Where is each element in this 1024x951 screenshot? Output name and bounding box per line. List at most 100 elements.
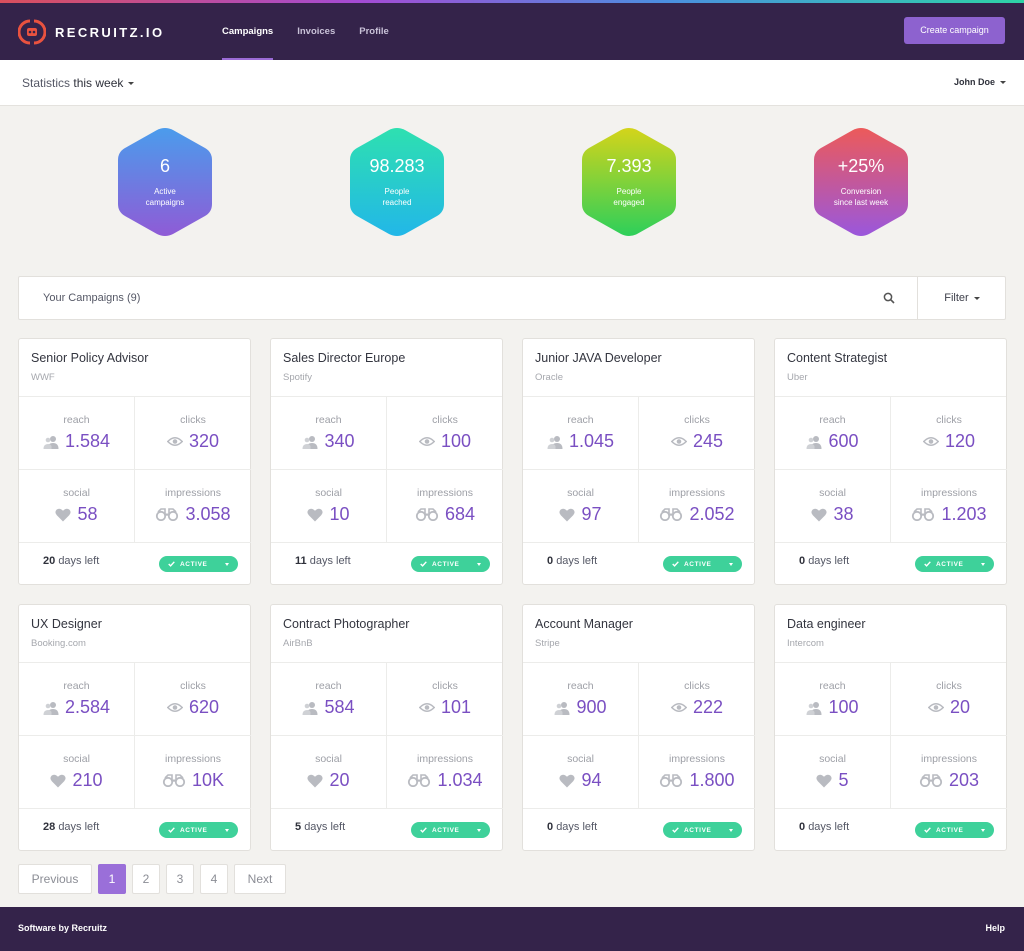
check-icon: [420, 827, 427, 833]
status-badge[interactable]: ACTIVE: [663, 822, 742, 838]
metric-impressions: impressions 1.203: [891, 470, 1007, 543]
campaign-card[interactable]: Data engineer Intercom reach 100 clicks 20 soc…: [774, 604, 1007, 851]
people-icon: [302, 435, 318, 449]
campaign-search-input[interactable]: [43, 277, 863, 319]
metric-impressions: impressions 2.052: [639, 470, 755, 543]
search-icon[interactable]: [883, 292, 895, 304]
metric-label: clicks: [180, 680, 206, 692]
stat-label: Active campaigns: [116, 186, 214, 208]
stat-label-line1: People: [384, 187, 410, 196]
nav-profile[interactable]: Profile: [359, 26, 389, 37]
nav-invoices[interactable]: Invoices: [297, 26, 336, 37]
metric-clicks: clicks 100: [387, 397, 503, 470]
eye-icon: [418, 436, 435, 447]
metric-number: 620: [188, 697, 220, 717]
campaign-company: Booking.com: [31, 638, 86, 649]
status-badge[interactable]: ACTIVE: [663, 556, 742, 572]
days-suffix: days left: [304, 821, 346, 833]
metric-impressions: impressions 1.800: [639, 736, 755, 809]
metric-value: 1.203: [891, 504, 1007, 525]
campaign-title[interactable]: Content Strategist: [787, 351, 888, 365]
metric-social: social 5: [775, 736, 891, 809]
previous-page-button[interactable]: Previous: [18, 864, 92, 894]
status-label: ACTIVE: [936, 560, 964, 568]
status-label: ACTIVE: [936, 826, 964, 834]
check-icon: [420, 561, 427, 567]
campaign-company: Intercom: [787, 638, 824, 649]
campaign-card[interactable]: Contract Photographer AirBnB reach 584 click…: [270, 604, 503, 851]
card-metrics: reach 100 clicks 20 social 5 impressions 203: [775, 663, 1007, 809]
metric-value: 5: [775, 770, 890, 791]
status-badge[interactable]: ACTIVE: [411, 822, 490, 838]
card-header: Account Manager Stripe: [523, 605, 754, 663]
page-button-1[interactable]: 1: [98, 864, 126, 894]
filter-dropdown[interactable]: Filter: [917, 277, 1006, 319]
next-page-button[interactable]: Next: [234, 864, 286, 894]
days-suffix: days left: [58, 821, 100, 833]
logo[interactable]: RECRUITZ.IO: [18, 18, 164, 46]
campaign-card[interactable]: UX Designer Booking.com reach 2.584 clicks 62…: [18, 604, 251, 851]
metric-value: 3.058: [135, 504, 251, 525]
metric-number: 222: [692, 697, 724, 717]
status-badge[interactable]: ACTIVE: [915, 822, 994, 838]
campaign-card[interactable]: Content Strategist Uber reach 600 clicks 120 s…: [774, 338, 1007, 585]
metric-value: 97: [523, 504, 638, 525]
metric-value: 340: [271, 431, 386, 452]
campaign-title[interactable]: Senior Policy Advisor: [31, 351, 149, 365]
campaign-title[interactable]: Data engineer: [787, 617, 866, 631]
user-menu[interactable]: John Doe: [954, 77, 1006, 87]
metric-number: 20: [329, 770, 350, 790]
brand-name: RECRUITZ.IO: [55, 24, 165, 40]
metric-label: reach: [63, 680, 90, 692]
eye-icon: [418, 702, 435, 713]
period-label: this week: [73, 76, 124, 90]
nav-campaigns[interactable]: Campaigns: [222, 3, 274, 60]
metric-number: 58: [77, 504, 98, 524]
days-suffix: days left: [556, 555, 598, 567]
metric-value: 684: [387, 504, 503, 525]
metric-label: impressions: [416, 753, 474, 765]
statistics-period-dropdown[interactable]: Statistics this week: [22, 76, 135, 90]
campaign-card[interactable]: Account Manager Stripe reach 900 clicks 222 so…: [522, 604, 755, 851]
card-footer: 11 days left ACTIVE: [271, 543, 502, 583]
metric-label: reach: [819, 414, 846, 426]
heart-icon: [55, 508, 72, 521]
card-footer: 0 days left ACTIVE: [775, 543, 1006, 583]
campaign-card[interactable]: Sales Director Europe Spotify reach 340 clic…: [270, 338, 503, 585]
metric-number: 3.058: [185, 504, 231, 524]
metric-number: 900: [576, 697, 607, 717]
campaign-card[interactable]: Senior Policy Advisor WWF reach 1.584 clicks…: [18, 338, 251, 585]
page-button-4[interactable]: 4: [200, 864, 228, 894]
days-left: 28 days left: [43, 821, 99, 833]
create-campaign-button[interactable]: Create campaign: [904, 17, 1005, 44]
heart-icon: [307, 774, 324, 787]
eye-icon: [166, 702, 183, 713]
metric-label: clicks: [936, 680, 962, 692]
page-button-2[interactable]: 2: [132, 864, 160, 894]
campaign-title[interactable]: Contract Photographer: [283, 617, 410, 631]
metric-reach: reach 900: [523, 663, 639, 736]
campaign-title[interactable]: Account Manager: [535, 617, 633, 631]
metric-label: reach: [567, 414, 594, 426]
stat-hexagon: 98.283 People reached: [348, 127, 446, 237]
campaign-title[interactable]: Sales Director Europe: [283, 351, 406, 365]
campaign-title[interactable]: UX Designer: [31, 617, 102, 631]
metric-number: 100: [440, 431, 472, 451]
metric-number: 320: [188, 431, 220, 451]
card-metrics: reach 2.584 clicks 620 social 210 impressions 1…: [19, 663, 251, 809]
people-icon: [554, 701, 570, 715]
status-badge[interactable]: ACTIVE: [915, 556, 994, 572]
card-footer: 5 days left ACTIVE: [271, 809, 502, 849]
metric-social: social 58: [19, 470, 135, 543]
metric-value: 2.584: [19, 697, 134, 718]
help-link[interactable]: Help: [985, 923, 1005, 933]
stat-hexagon: 7.393 People engaged: [580, 127, 678, 237]
status-badge[interactable]: ACTIVE: [159, 556, 238, 572]
metric-value: 120: [891, 431, 1007, 452]
status-badge[interactable]: ACTIVE: [159, 822, 238, 838]
campaign-card[interactable]: Junior JAVA Developer Oracle reach 1.045 cli…: [522, 338, 755, 585]
status-badge[interactable]: ACTIVE: [411, 556, 490, 572]
campaign-title[interactable]: Junior JAVA Developer: [535, 351, 662, 365]
page-button-3[interactable]: 3: [166, 864, 194, 894]
metric-label: clicks: [432, 680, 458, 692]
